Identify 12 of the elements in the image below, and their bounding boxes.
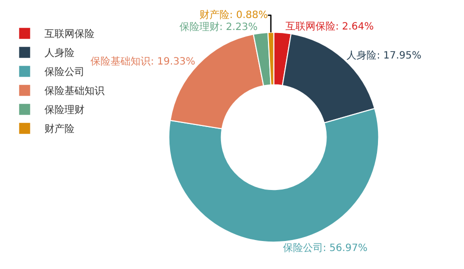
legend-label: 保险基础知识 [44, 85, 105, 98]
data-label: 财产险: 0.88% [200, 9, 268, 22]
data-label: 互联网保险: 2.64% [285, 20, 374, 33]
data-label: 保险基础知识: 19.33% [90, 55, 196, 68]
legend-label: 保险公司 [44, 66, 85, 78]
data-label: 人身险: 17.95% [346, 50, 422, 62]
legend-label: 财产险 [44, 123, 75, 136]
data-label: 保险理财: 2.23% [179, 21, 258, 34]
legend-label: 保险理财 [44, 104, 85, 116]
data-label: 保险公司: 56.97% [282, 242, 368, 254]
legend-label: 人身险 [44, 47, 75, 60]
legend-label: 互联网保险 [44, 28, 95, 40]
